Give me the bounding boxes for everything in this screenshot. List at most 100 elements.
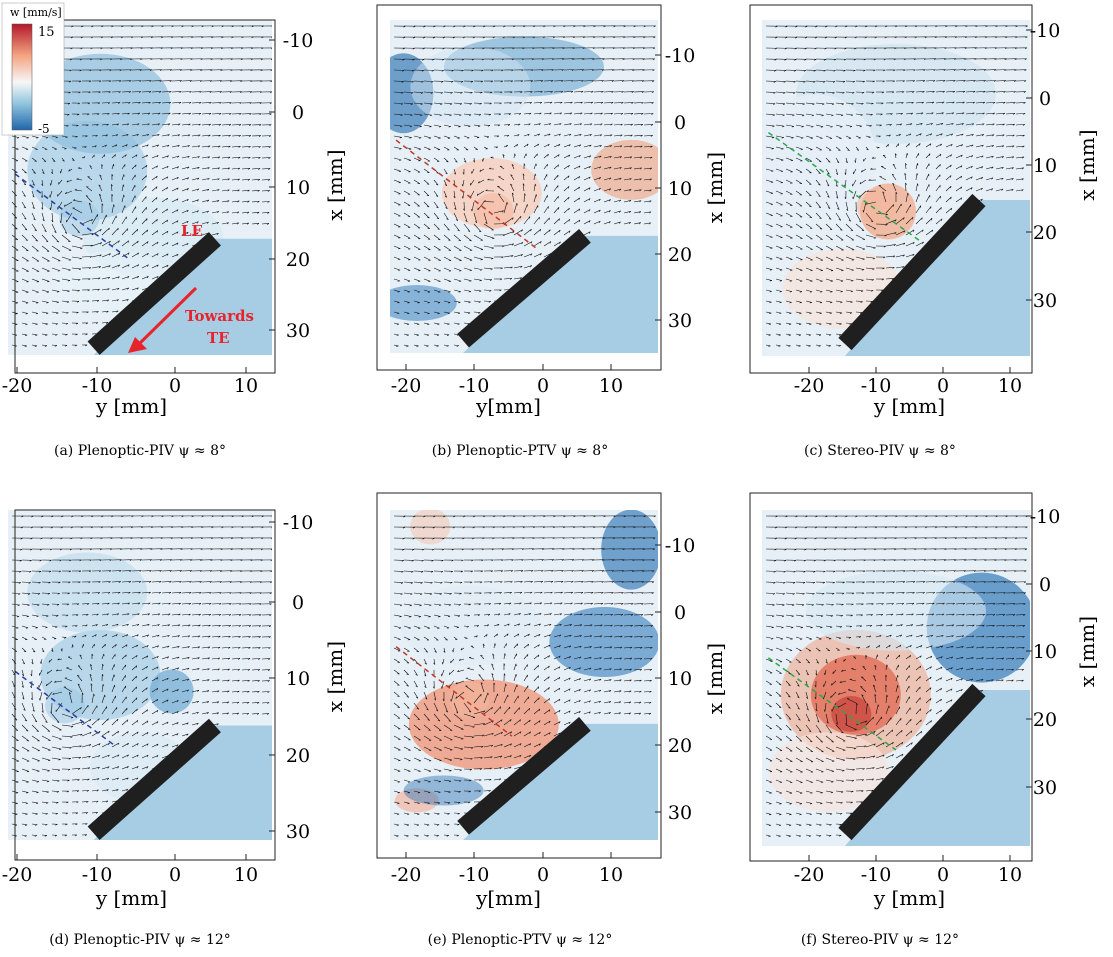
vector-arrowhead: [32, 195, 35, 198]
vector-arrow: [31, 658, 34, 665]
vector-arrowhead: [814, 47, 817, 50]
vector-arrow: [61, 135, 68, 138]
vector-arrowhead: [809, 312, 812, 315]
vector-arrow: [1015, 167, 1024, 170]
vector-arrow: [1015, 156, 1025, 159]
vector-arrowhead: [793, 70, 797, 72]
vector-arrow: [41, 322, 48, 325]
vector-arrowhead: [189, 570, 193, 572]
vector-arrow: [925, 133, 932, 137]
vector-arrowhead: [78, 570, 82, 573]
vector-arrow: [141, 207, 147, 214]
vector-arrow: [231, 712, 239, 715]
vector-arrow: [201, 102, 212, 104]
vector-arrow: [413, 91, 424, 93]
vector-arrowhead: [638, 222, 641, 225]
vector-arrowhead: [20, 537, 23, 540]
vector-arrowhead: [107, 602, 110, 605]
vector-arrow: [111, 299, 119, 302]
vector-arrowhead: [107, 102, 111, 105]
vector-arrowhead: [209, 80, 213, 83]
vector-arrowhead: [249, 581, 253, 584]
vector-arrow: [905, 253, 915, 258]
vector-arrow: [805, 179, 812, 185]
vector-arrowhead: [108, 253, 111, 256]
vector-arrowhead: [813, 81, 816, 83]
vector-arrowhead: [940, 218, 943, 221]
vector-arrowhead: [77, 167, 81, 169]
vector-arrowhead: [146, 276, 149, 279]
vector-arrow: [64, 677, 73, 682]
vector-arrow: [895, 254, 905, 258]
vector-arrowhead: [36, 730, 39, 732]
vector-arrow: [151, 241, 159, 247]
vector-arrow: [241, 712, 249, 715]
vector-arrowhead: [823, 59, 827, 61]
vector-arrow: [41, 614, 49, 617]
vector-arrow: [533, 133, 540, 137]
vector-arrowhead: [147, 264, 149, 267]
vector-arrow: [825, 102, 834, 105]
vector-arrowhead: [267, 179, 271, 181]
vector-arrowhead: [899, 133, 901, 137]
vector-arrow: [261, 223, 269, 225]
vector-arrowhead: [186, 220, 189, 224]
vector-arrow: [765, 300, 772, 303]
vector-arrowhead: [619, 156, 622, 159]
vector-arrowhead: [41, 207, 44, 210]
vector-arrow: [171, 91, 182, 93]
vector-arrowhead: [893, 244, 896, 247]
vector-arrow: [835, 102, 844, 105]
vector-arrowhead: [39, 548, 43, 551]
vector-arrowhead: [75, 322, 79, 325]
vector-arrow: [503, 144, 508, 148]
vector-arrowhead: [814, 59, 817, 61]
vector-arrowhead: [911, 102, 914, 104]
vector-arrowhead: [259, 124, 262, 127]
vector-arrow: [935, 122, 944, 126]
vector-arrowhead: [64, 345, 68, 347]
vector-arrow: [882, 154, 887, 159]
vector-arrowhead: [90, 683, 93, 686]
vector-arrow: [241, 135, 251, 137]
vector-arrowhead: [501, 256, 504, 259]
vector-arrow: [131, 123, 140, 126]
vector-arrow: [835, 190, 839, 199]
x-axis-label: y[mm]: [475, 394, 541, 418]
vector-arrow: [463, 311, 471, 314]
y-axis-label: x [mm]: [1075, 129, 1099, 200]
vector-arrow: [161, 176, 169, 181]
vector-arrow: [101, 653, 105, 660]
vector-arrowhead: [430, 103, 433, 105]
vector-arrowhead: [951, 112, 955, 115]
vector-arrowhead: [136, 287, 139, 290]
vector-arrow: [503, 243, 514, 247]
vector-arrow: [443, 322, 450, 325]
vector-arrow: [393, 102, 403, 105]
vector-arrowhead: [39, 559, 42, 562]
vector-arrow: [131, 144, 138, 148]
vector-arrow: [131, 195, 136, 203]
vector-arrow: [815, 124, 824, 127]
vector-arrowhead: [207, 668, 210, 671]
vector-arrowhead: [822, 92, 825, 94]
vector-arrow: [67, 656, 73, 660]
vector-arrowhead: [873, 58, 876, 61]
vector-arrowhead: [611, 102, 614, 104]
vector-arrowhead: [137, 112, 140, 115]
vector-arrow: [141, 196, 147, 203]
vector-arrow: [51, 614, 59, 616]
vector-arrowhead: [78, 91, 81, 94]
vector-arrow: [945, 101, 955, 104]
vector-arrow: [413, 135, 422, 139]
vector-arrow: [403, 245, 411, 250]
vector-arrow: [51, 724, 62, 731]
vector-arrowhead: [96, 124, 99, 126]
vector-arrowhead: [581, 91, 584, 93]
vector-arrow: [463, 223, 471, 232]
vector-arrow: [825, 179, 830, 187]
vector-arrowhead: [512, 231, 515, 234]
vector-arrow: [101, 634, 108, 638]
vector-arrowhead: [962, 91, 966, 93]
vector-arrowhead: [228, 145, 231, 148]
